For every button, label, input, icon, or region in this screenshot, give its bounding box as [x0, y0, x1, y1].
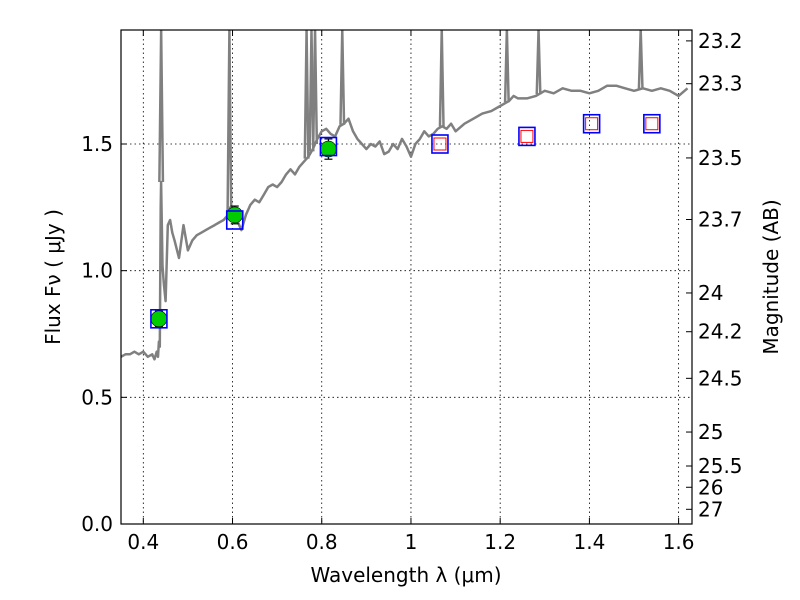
y-tick-label: 0.0 [81, 512, 113, 536]
emission-line [303, 30, 310, 159]
emission-line [637, 30, 644, 89]
right-tick-label: 25.5 [698, 454, 743, 478]
right-tick-label: 24.2 [698, 320, 743, 344]
x-axis-label: Wavelength λ (μm) [310, 563, 501, 587]
observed-photometry-point [226, 206, 244, 224]
model-photometry-square [225, 210, 244, 230]
model-photometry-square [582, 113, 601, 134]
model-photometry-square [643, 113, 661, 134]
model-photometry-square [431, 134, 449, 154]
emission-line [226, 30, 233, 211]
model-photometry-inner-square [520, 129, 534, 143]
emission-line [312, 30, 319, 145]
plot-frame [120, 29, 693, 525]
right-tick-label: 27 [698, 497, 723, 521]
emission-line [503, 30, 510, 103]
x-tick-label: 1.2 [484, 530, 516, 554]
x-tick-label: 0.4 [127, 530, 159, 554]
x-tick-label: 0.8 [306, 530, 338, 554]
x-tick-label: 1.4 [573, 530, 605, 554]
x-tick-label: 0.6 [217, 530, 249, 554]
plot-area [121, 30, 689, 361]
model-photometry-square [319, 136, 338, 157]
model-photometry-inner-square [585, 117, 599, 131]
right-tick-label: 23.2 [698, 29, 743, 53]
right-tick-label: 23.5 [698, 146, 743, 170]
grid [121, 30, 692, 525]
y-tick-label: 1.0 [81, 259, 113, 283]
model-photometry-square [518, 126, 536, 147]
right-tick-label: 25 [698, 420, 723, 444]
model-photometry-inner-square [645, 117, 659, 131]
emission-line [339, 30, 346, 125]
emission-line [535, 30, 542, 95]
clipped-series [121, 30, 689, 361]
right-tick-label: 24 [698, 281, 723, 305]
right-tick-label: 26 [698, 475, 723, 499]
model-photometry-square [150, 308, 168, 329]
x-tick-label: 1.6 [663, 530, 695, 554]
emission-line [158, 30, 165, 183]
x-tick-label: 1 [405, 530, 418, 554]
right-tick-label: 23.7 [698, 207, 743, 231]
right-tick-label: 24.5 [698, 366, 743, 390]
observed-photometry-point [320, 140, 337, 158]
y-axis-label: Flux Fν ( μJy ) [41, 209, 65, 345]
ticks: 0.4 0.6 0.8 1 1.2 1.4 1.6 0.0 0.5 1.0 1.5 23.2 23.3 2… [81, 29, 742, 554]
right-tick-label: 23.3 [698, 72, 743, 96]
emission-line [438, 30, 445, 127]
y-tick-label: 0.5 [81, 385, 113, 409]
y-tick-label: 1.5 [81, 132, 113, 156]
model-spectrum-line [121, 84, 689, 361]
observed-photometry-point [150, 310, 168, 328]
model-photometry-inner-square [433, 137, 447, 151]
right-axis-label: Magnitude (AB) [759, 199, 783, 354]
